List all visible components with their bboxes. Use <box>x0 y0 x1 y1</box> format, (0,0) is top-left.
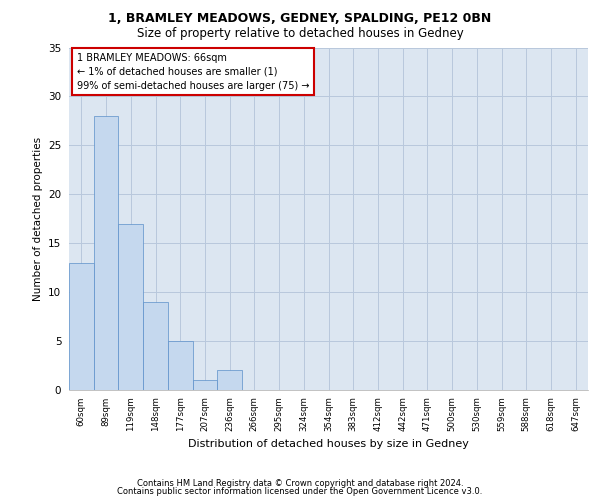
Text: 1, BRAMLEY MEADOWS, GEDNEY, SPALDING, PE12 0BN: 1, BRAMLEY MEADOWS, GEDNEY, SPALDING, PE… <box>109 12 491 26</box>
Bar <box>69 263 94 390</box>
Text: 1 BRAMLEY MEADOWS: 66sqm
← 1% of detached houses are smaller (1)
99% of semi-det: 1 BRAMLEY MEADOWS: 66sqm ← 1% of detache… <box>77 52 309 90</box>
Bar <box>143 302 168 390</box>
Bar <box>118 224 143 390</box>
Bar <box>94 116 118 390</box>
Bar <box>193 380 217 390</box>
Y-axis label: Number of detached properties: Number of detached properties <box>32 136 43 301</box>
Bar <box>217 370 242 390</box>
Bar <box>168 341 193 390</box>
Text: Contains public sector information licensed under the Open Government Licence v3: Contains public sector information licen… <box>118 487 482 496</box>
X-axis label: Distribution of detached houses by size in Gedney: Distribution of detached houses by size … <box>188 440 469 450</box>
Text: Size of property relative to detached houses in Gedney: Size of property relative to detached ho… <box>137 28 463 40</box>
Text: Contains HM Land Registry data © Crown copyright and database right 2024.: Contains HM Land Registry data © Crown c… <box>137 478 463 488</box>
